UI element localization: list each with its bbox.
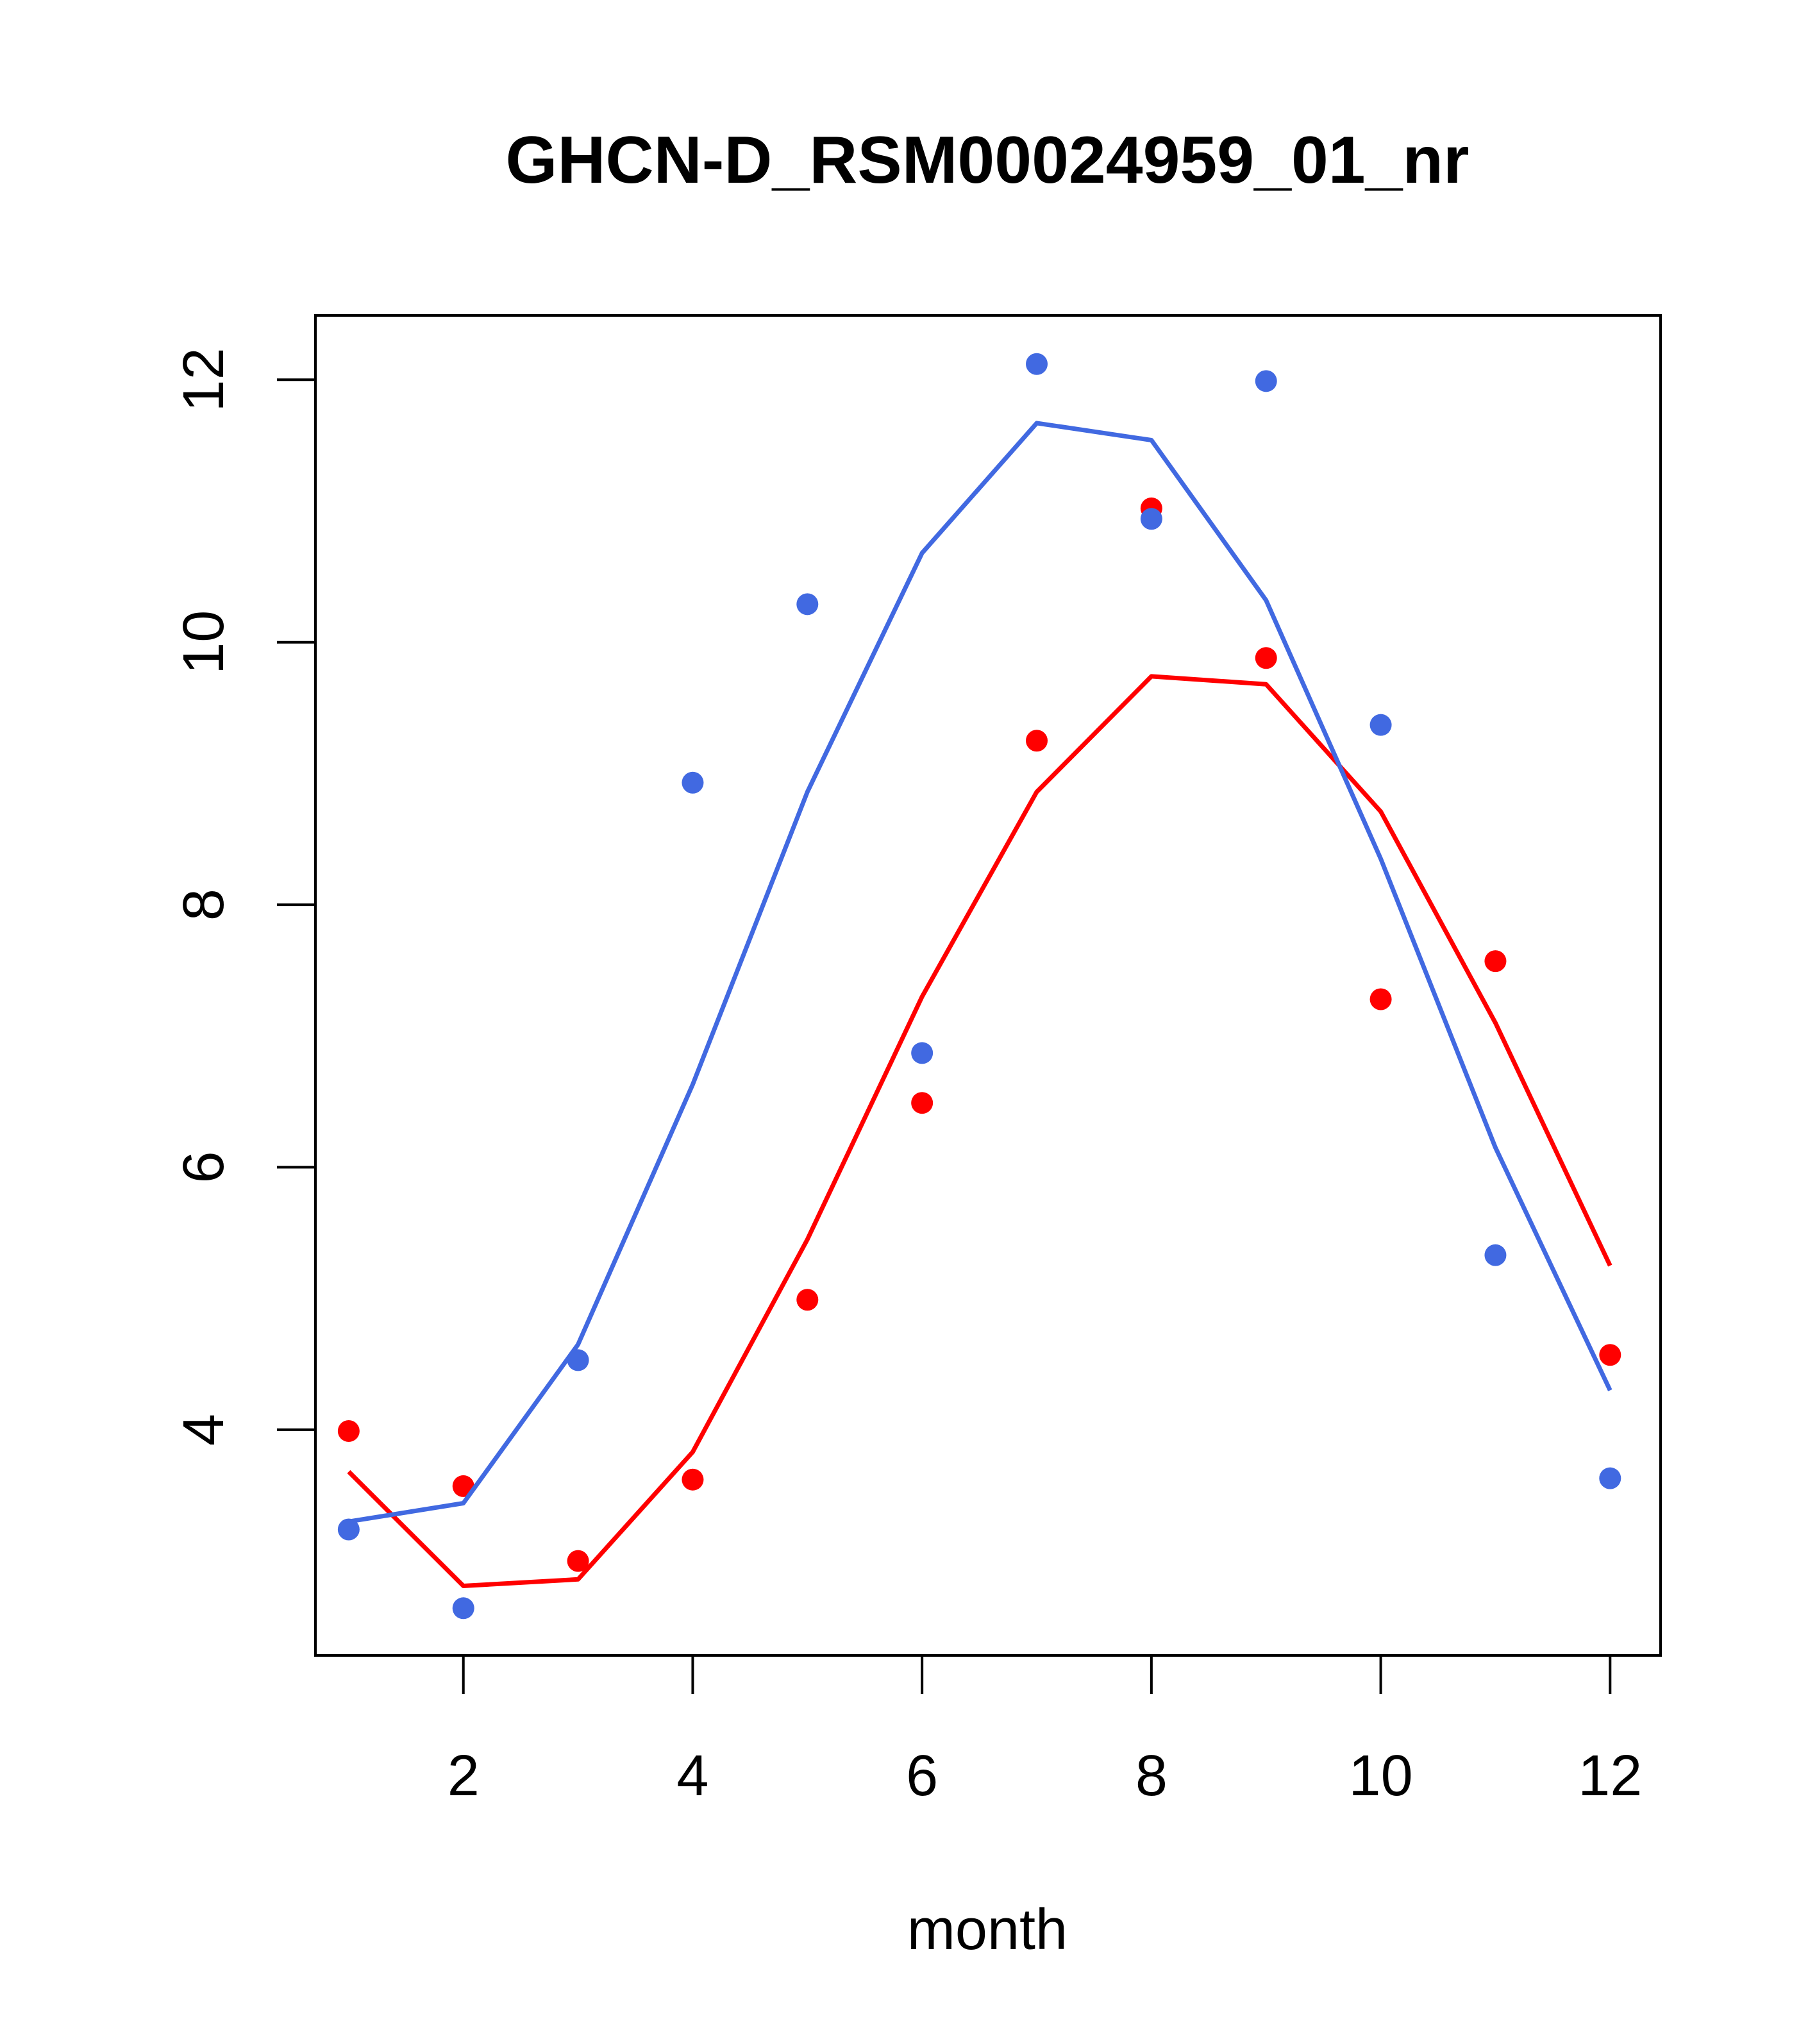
- x-tick-label: 2: [448, 1744, 480, 1808]
- series-2-point: [1369, 714, 1392, 736]
- series-layer: [337, 353, 1621, 1620]
- series-1-point: [1255, 647, 1277, 669]
- x-tick-label: 4: [676, 1744, 708, 1808]
- y-tick-label: 12: [172, 348, 236, 412]
- x-tick-label: 10: [1349, 1744, 1413, 1808]
- series-1-line: [347, 674, 1612, 1588]
- series-2-point: [452, 1597, 474, 1620]
- series-2-point: [1140, 508, 1162, 530]
- series-2-point: [1484, 1244, 1507, 1266]
- series-2-point: [1255, 370, 1277, 392]
- chart-title: GHCN-D_RSM00024959_01_nr: [506, 123, 1470, 197]
- series-1-point: [1484, 950, 1507, 973]
- series-1-point: [911, 1092, 934, 1114]
- series-2-point: [911, 1042, 934, 1064]
- y-tick-label: 10: [172, 610, 236, 674]
- series-1-point: [1369, 988, 1392, 1010]
- series-1-point: [452, 1475, 474, 1497]
- series-2-line: [348, 421, 1612, 1524]
- x-tick-label: 6: [906, 1744, 938, 1808]
- series-1-point: [337, 1420, 360, 1442]
- series-2-point: [1026, 353, 1048, 375]
- y-tick-label: 6: [172, 1151, 236, 1183]
- x-axis: 2 4 6 8 10 12: [448, 1654, 1642, 1808]
- x-tick-label: 12: [1578, 1744, 1642, 1808]
- x-axis-label: month: [907, 1898, 1068, 1962]
- series-1-point: [796, 1289, 819, 1311]
- series-1-point: [567, 1550, 589, 1572]
- series-2-point: [682, 771, 704, 794]
- series-2-point: [337, 1518, 360, 1541]
- series-2-point: [796, 593, 819, 616]
- y-axis: 4 6 8 10 12: [172, 348, 317, 1446]
- series-2: [337, 353, 1621, 1620]
- series-2-point: [567, 1349, 589, 1371]
- series-1-point: [1026, 730, 1048, 752]
- y-tick-label: 8: [172, 889, 236, 921]
- y-tick-label: 4: [172, 1414, 236, 1446]
- x-tick-label: 8: [1135, 1744, 1168, 1808]
- series-1-point: [682, 1468, 704, 1491]
- series-1: [337, 497, 1621, 1588]
- series-2-point: [1599, 1467, 1621, 1489]
- plot-area-frame: [314, 314, 1662, 1657]
- series-1-point: [1599, 1344, 1621, 1366]
